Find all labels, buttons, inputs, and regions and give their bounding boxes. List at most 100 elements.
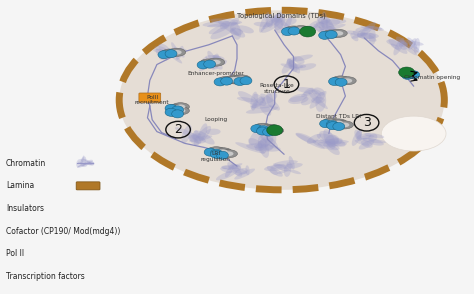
- Ellipse shape: [251, 104, 273, 108]
- Ellipse shape: [283, 163, 303, 169]
- Circle shape: [263, 128, 274, 136]
- Ellipse shape: [258, 125, 268, 130]
- Ellipse shape: [213, 56, 223, 64]
- Circle shape: [165, 50, 177, 58]
- Ellipse shape: [189, 135, 212, 142]
- Ellipse shape: [158, 44, 170, 53]
- Ellipse shape: [306, 21, 320, 32]
- Ellipse shape: [317, 17, 337, 34]
- Ellipse shape: [292, 64, 303, 69]
- Ellipse shape: [161, 49, 179, 57]
- Ellipse shape: [237, 76, 246, 81]
- Ellipse shape: [202, 21, 231, 27]
- Ellipse shape: [89, 161, 94, 166]
- Ellipse shape: [251, 98, 264, 109]
- Ellipse shape: [261, 124, 279, 132]
- Ellipse shape: [167, 50, 182, 64]
- Ellipse shape: [360, 26, 383, 29]
- Circle shape: [401, 71, 413, 79]
- Ellipse shape: [205, 55, 225, 61]
- Ellipse shape: [342, 78, 352, 83]
- Text: Looping: Looping: [204, 117, 228, 122]
- Ellipse shape: [329, 119, 347, 127]
- Ellipse shape: [323, 138, 343, 148]
- Ellipse shape: [270, 16, 292, 33]
- Ellipse shape: [353, 31, 376, 42]
- Circle shape: [288, 27, 300, 35]
- Ellipse shape: [189, 133, 201, 139]
- Ellipse shape: [270, 168, 278, 175]
- Ellipse shape: [234, 168, 255, 180]
- Ellipse shape: [200, 57, 208, 66]
- Ellipse shape: [81, 206, 93, 211]
- Ellipse shape: [361, 33, 375, 39]
- Ellipse shape: [325, 135, 339, 146]
- Ellipse shape: [289, 60, 300, 74]
- Ellipse shape: [172, 103, 190, 111]
- Ellipse shape: [296, 133, 325, 149]
- Ellipse shape: [322, 30, 340, 38]
- Ellipse shape: [360, 135, 374, 139]
- Circle shape: [234, 77, 246, 86]
- Ellipse shape: [233, 75, 251, 83]
- Ellipse shape: [254, 123, 272, 131]
- Ellipse shape: [355, 140, 369, 146]
- Ellipse shape: [352, 129, 362, 146]
- Circle shape: [210, 149, 222, 157]
- Ellipse shape: [211, 54, 219, 70]
- Ellipse shape: [284, 26, 302, 34]
- Ellipse shape: [200, 59, 218, 67]
- Circle shape: [217, 151, 228, 159]
- Ellipse shape: [231, 78, 241, 82]
- Ellipse shape: [212, 55, 221, 62]
- Circle shape: [319, 31, 330, 39]
- Ellipse shape: [248, 138, 263, 148]
- Ellipse shape: [369, 28, 376, 45]
- Ellipse shape: [286, 57, 297, 64]
- Circle shape: [165, 108, 177, 116]
- Ellipse shape: [221, 165, 241, 170]
- Ellipse shape: [87, 162, 94, 165]
- Circle shape: [214, 78, 226, 86]
- Ellipse shape: [346, 31, 359, 35]
- Circle shape: [158, 51, 170, 59]
- Ellipse shape: [235, 142, 265, 153]
- Ellipse shape: [309, 26, 324, 31]
- Ellipse shape: [296, 27, 306, 32]
- Text: 2: 2: [174, 123, 182, 136]
- Ellipse shape: [76, 159, 81, 168]
- Ellipse shape: [218, 76, 236, 84]
- Ellipse shape: [329, 120, 347, 128]
- Text: Transcription factors: Transcription factors: [6, 272, 85, 281]
- Ellipse shape: [274, 18, 283, 34]
- Ellipse shape: [252, 96, 265, 109]
- Ellipse shape: [368, 133, 377, 141]
- Ellipse shape: [399, 41, 408, 50]
- Ellipse shape: [207, 22, 240, 27]
- Ellipse shape: [211, 60, 221, 64]
- Ellipse shape: [254, 22, 272, 27]
- Circle shape: [165, 104, 177, 112]
- Ellipse shape: [314, 24, 323, 33]
- Ellipse shape: [255, 135, 273, 151]
- Ellipse shape: [212, 59, 227, 66]
- Circle shape: [172, 106, 183, 114]
- Ellipse shape: [213, 149, 231, 157]
- Ellipse shape: [294, 56, 305, 64]
- Ellipse shape: [389, 39, 408, 54]
- Ellipse shape: [153, 49, 173, 55]
- Ellipse shape: [231, 164, 241, 171]
- Ellipse shape: [80, 156, 84, 166]
- Ellipse shape: [229, 28, 243, 36]
- Ellipse shape: [258, 136, 269, 158]
- Ellipse shape: [207, 147, 225, 155]
- Circle shape: [328, 77, 340, 86]
- Circle shape: [327, 122, 338, 130]
- Ellipse shape: [309, 93, 328, 109]
- Ellipse shape: [319, 131, 339, 144]
- Ellipse shape: [207, 51, 217, 65]
- Ellipse shape: [232, 168, 247, 174]
- Ellipse shape: [77, 204, 97, 213]
- Circle shape: [204, 148, 216, 156]
- Ellipse shape: [176, 46, 183, 60]
